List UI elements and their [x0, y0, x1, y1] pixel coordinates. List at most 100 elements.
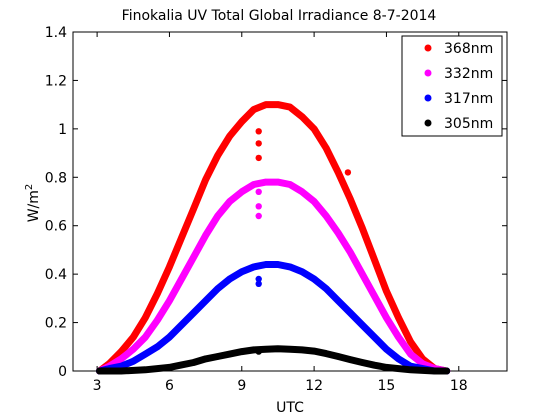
- data-point: [142, 314, 149, 321]
- data-point: [166, 297, 173, 304]
- data-point: [310, 275, 318, 283]
- data-point: [166, 364, 173, 371]
- data-point: [255, 280, 262, 287]
- data-point: [383, 346, 390, 353]
- data-point: [238, 268, 245, 275]
- data-point: [255, 128, 262, 135]
- data-point: [347, 356, 354, 363]
- legend-label: 305nm: [444, 116, 493, 132]
- data-point: [142, 350, 149, 358]
- data-point: [274, 178, 282, 186]
- legend-label: 368nm: [444, 41, 493, 57]
- x-tick-label: 18: [450, 378, 468, 394]
- chart-title: Finokalia UV Total Global Irradiance 8-7…: [122, 8, 437, 24]
- y-tick-label: 1: [58, 122, 67, 138]
- legend-box: [401, 35, 503, 137]
- data-point: [443, 367, 450, 375]
- data-point: [154, 316, 161, 324]
- data-point: [130, 358, 137, 365]
- legend-marker: [424, 94, 432, 102]
- data-point: [286, 103, 294, 111]
- data-point: [371, 333, 378, 341]
- legend-label: 317nm: [444, 91, 493, 107]
- data-point: [255, 275, 262, 283]
- x-tick-label: 15: [378, 378, 396, 394]
- data-point: [214, 353, 221, 360]
- legend-label: 332nm: [444, 66, 493, 82]
- data-point: [359, 224, 366, 232]
- data-point: [371, 362, 378, 369]
- data-point: [226, 275, 233, 283]
- axis-ticks: 3 6 9 12 15 18 0 0.2 0.4 0.6 0.8 1 1.2 1.4: [45, 25, 507, 394]
- data-point: [154, 343, 161, 350]
- data-point: [190, 309, 197, 317]
- data-point: [262, 261, 270, 268]
- data-point: [298, 113, 306, 120]
- data-point: [286, 346, 294, 353]
- data-point: [383, 287, 390, 295]
- data-point: [274, 101, 282, 108]
- data-point: [255, 140, 262, 147]
- data-point: [226, 198, 233, 205]
- data-point: [142, 366, 149, 373]
- data-point: [238, 118, 245, 125]
- legend-marker: [424, 44, 432, 52]
- data-point: [359, 321, 366, 329]
- data-point: [335, 353, 342, 360]
- series-line: [96, 178, 451, 375]
- data-point: [310, 125, 318, 133]
- data-point: [130, 346, 137, 353]
- legend-marker: [424, 69, 432, 77]
- data-point: [262, 178, 270, 186]
- data-point: [310, 198, 318, 205]
- data-point: [178, 361, 185, 369]
- data-point: [395, 314, 402, 321]
- y-axis-label-base: W/m: [26, 190, 42, 222]
- data-point: [407, 338, 414, 346]
- y-tick-label: 0.6: [45, 219, 67, 235]
- data-point: [274, 345, 282, 352]
- data-point: [226, 350, 233, 358]
- data-point: [323, 212, 330, 220]
- data-point: [250, 346, 257, 354]
- data-point: [298, 188, 306, 195]
- x-tick-label: 3: [93, 378, 102, 394]
- data-point: [255, 203, 262, 210]
- data-point: [202, 297, 209, 304]
- data-point: [286, 181, 294, 188]
- data-point: [395, 333, 402, 341]
- data-point: [118, 355, 125, 363]
- data-point: [335, 297, 342, 304]
- data-point: [166, 263, 173, 271]
- series-305nm: [96, 345, 451, 375]
- x-tick-label: 9: [237, 378, 246, 394]
- data-point: [154, 290, 161, 297]
- data-point: [347, 249, 354, 256]
- data-point: [347, 195, 354, 203]
- legend-marker: [424, 119, 432, 127]
- data-point: [214, 152, 221, 159]
- data-point: [255, 188, 262, 195]
- data-point: [383, 314, 390, 321]
- data-point: [407, 350, 414, 358]
- y-tick-label: 0.8: [45, 170, 67, 186]
- data-point: [407, 366, 414, 373]
- legend: 368nm 332nm 317nm 305nm: [401, 35, 503, 137]
- data-point: [255, 348, 262, 355]
- series-layer: [96, 101, 451, 375]
- data-point: [202, 355, 209, 363]
- x-tick-label: 12: [305, 378, 323, 394]
- data-point: [255, 212, 262, 220]
- data-point: [286, 263, 294, 271]
- data-point: [130, 333, 137, 341]
- data-point: [335, 229, 342, 237]
- data-point: [238, 188, 245, 195]
- data-point: [178, 234, 185, 241]
- data-point: [166, 333, 173, 341]
- data-point: [178, 275, 185, 283]
- data-point: [298, 268, 306, 275]
- data-point: [344, 169, 352, 176]
- data-point: [431, 367, 438, 375]
